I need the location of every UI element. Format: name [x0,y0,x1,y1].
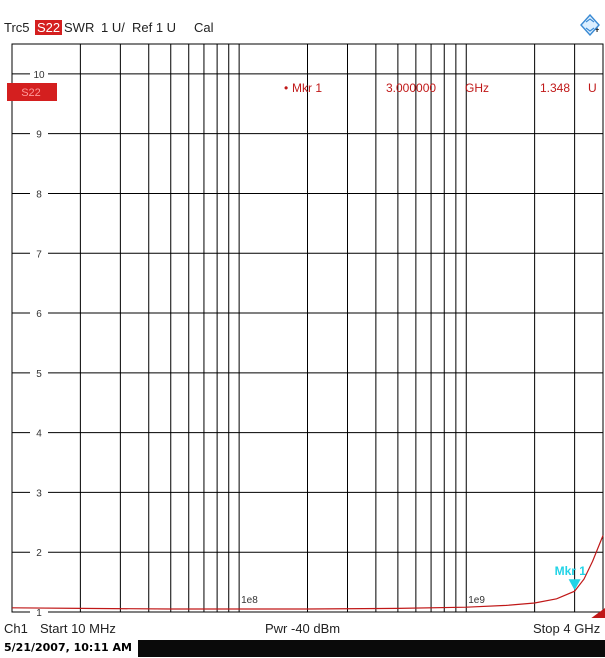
marker-1-plot-label: Mkr 1 [555,564,587,578]
y-tick-label-bg [30,546,48,559]
ref-label[interactable]: Ref 1 U [132,20,177,35]
y-tick-label-bg [30,366,48,379]
timestamp: 5/21/2007, 10:11 AM [0,640,138,658]
y-tick-label: 4 [36,429,42,440]
trace-header: Trc5 S22 SWR 1 U/ Ref 1 U Cal 4 [0,14,605,38]
channel-label[interactable]: Ch1 [4,621,28,636]
format-label[interactable]: SWR [64,20,95,35]
trace-badge [7,83,57,101]
y-tick-labels: 1 2 3 4 5 6 7 8 9 10 [30,67,48,618]
marker-readout-dot: • [284,81,288,95]
y-tick-label-bg [30,187,48,200]
x-grid-label: 1e9 [468,595,485,606]
y-tick-label: 9 [36,130,42,141]
y-tick-label: 7 [36,249,42,260]
channel-footer: Ch1 Start 10 MHz Pwr -40 dBm Stop 4 GHz [0,620,605,638]
rohde-schwarz-logo-icon [580,14,600,36]
x-grid-label: 1e8 [241,595,258,606]
marker-readout-label[interactable]: Mkr 1 [292,81,322,95]
y-tick-label: 10 [33,70,45,81]
y-tick-label-bg [30,307,48,320]
x-grid-labels: 1e8 1e9 [241,595,485,606]
marker-1: Mkr 1 [555,564,587,591]
y-tick-label-bg [30,426,48,439]
param-badge[interactable]: S22 [35,20,63,35]
start-freq[interactable]: Start 10 MHz [40,621,116,636]
y-tick-label-bg [30,606,48,618]
scale-label[interactable]: 1 U/ [101,20,125,35]
y-tick-label-bg [30,486,48,499]
stop-freq[interactable]: Stop 4 GHz [533,621,601,636]
overflow-indicator-icon [591,608,605,618]
marker-readout-value: 1.348 [540,81,570,95]
marker-readout-freq-unit: GHz [465,81,489,95]
y-tick-label: 2 [36,548,42,559]
y-tick-label: 6 [36,309,42,320]
marker-readout-unit: U [588,81,597,95]
power-label[interactable]: Pwr -40 dBm [265,621,341,636]
grid-lines [11,43,604,613]
y-tick-label-bg [30,67,48,80]
swr-chart: 1 2 3 4 5 6 7 8 9 10 1e8 1e9 Mkr 1 S22 • Mkr 1 3.0… [0,36,605,618]
y-tick-label: 5 [36,369,42,380]
cal-label[interactable]: Cal [194,20,214,35]
marker-readout-freq: 3.000000 [386,81,436,95]
y-tick-label: 3 [36,488,42,499]
y-tick-label: 8 [36,189,42,200]
y-tick-label: 1 [36,608,42,618]
trace-badge-label[interactable]: S22 [21,87,41,99]
y-tick-label-bg [30,127,48,140]
trace-name[interactable]: Trc5 [4,20,30,35]
marker-1-triangle[interactable] [568,579,581,591]
y-tick-label-bg [30,247,48,260]
status-bar: 5/21/2007, 10:11 AM [0,640,605,658]
s22-trace-line [11,535,604,610]
